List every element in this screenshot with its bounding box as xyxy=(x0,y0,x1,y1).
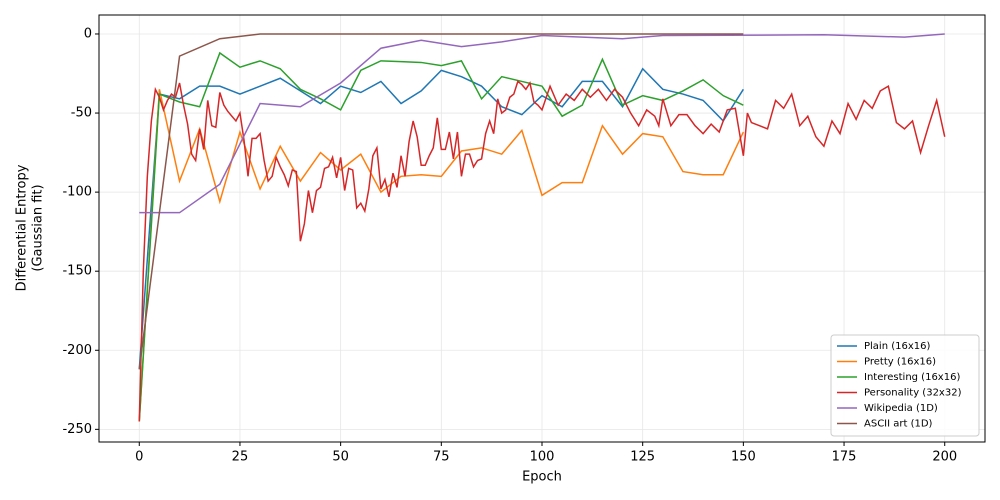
x-tick-label: 0 xyxy=(135,450,143,465)
x-tick-label: 150 xyxy=(731,450,756,465)
x-axis-label: Epoch xyxy=(522,470,562,485)
x-tick-label: 50 xyxy=(332,450,349,465)
legend-label: Pretty (16x16) xyxy=(864,357,936,368)
legend: Plain (16x16) Pretty (16x16) Interesting (… xyxy=(830,334,980,437)
legend-label: Interesting (16x16) xyxy=(864,372,960,383)
y-tick-label: 0 xyxy=(84,26,92,41)
series-line xyxy=(138,67,744,370)
y-tick-label: -200 xyxy=(62,343,92,358)
legend-label: Wikipedia (1D) xyxy=(864,403,938,414)
y-axis-label: (Gaussian fit) xyxy=(31,184,46,271)
legend-box xyxy=(830,334,980,437)
x-tick-label: 100 xyxy=(530,450,555,465)
legend-label: Plain (16x16) xyxy=(864,341,931,352)
series-line xyxy=(138,51,744,422)
plot-frame xyxy=(98,14,986,443)
x-tick-label: 25 xyxy=(232,450,249,465)
y-axis-label: Differential Entropy xyxy=(15,164,30,291)
x-tick-label: 175 xyxy=(832,450,857,465)
y-tick-label: -250 xyxy=(62,422,92,437)
y-tick-label: -50 xyxy=(71,106,92,121)
legend-label: ASCII art (1D) xyxy=(864,419,933,430)
y-tick-label: -150 xyxy=(62,264,92,279)
series-line xyxy=(138,89,745,422)
series-line xyxy=(139,33,945,214)
y-tick-label: -100 xyxy=(62,185,92,200)
series-line xyxy=(138,80,946,422)
x-tick-label: 125 xyxy=(630,450,655,465)
series-line xyxy=(138,33,744,370)
x-tick-label: 200 xyxy=(932,450,957,465)
x-tick-label: 75 xyxy=(433,450,450,465)
legend-label: Personality (32x32) xyxy=(864,388,962,399)
